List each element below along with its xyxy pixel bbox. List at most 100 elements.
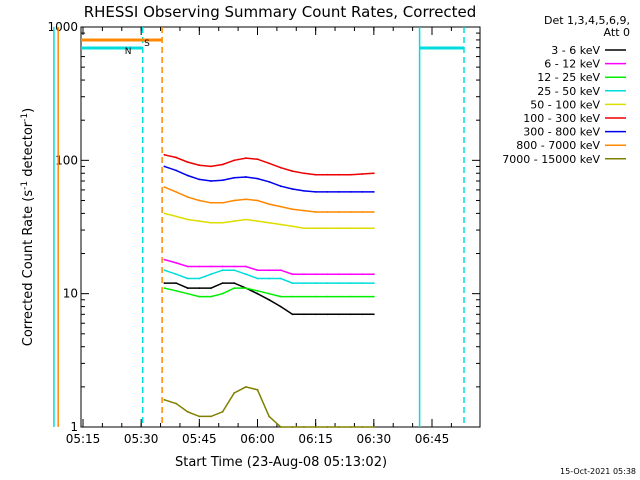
series-point: [210, 415, 212, 418]
series-point: [349, 295, 352, 298]
series-line: [164, 287, 374, 298]
series-point: [372, 191, 375, 193]
series-point: [372, 295, 375, 298]
series-point: [303, 426, 305, 428]
series-point: [210, 201, 212, 204]
series-point: [198, 277, 201, 280]
series-point: [256, 388, 259, 391]
series-line: [164, 269, 374, 284]
series-group: [163, 153, 375, 428]
y-axis-label: Corrected Count Rate (s-1 detector-1): [20, 108, 36, 346]
series-point: [233, 392, 236, 394]
series-point: [291, 225, 294, 228]
series-point: [163, 212, 166, 215]
y-tick-label: 1000: [47, 20, 78, 34]
series-point: [326, 211, 329, 213]
attenuator-markers: [53, 27, 465, 427]
series-point: [245, 273, 247, 276]
series-point: [303, 295, 305, 298]
series-point: [268, 180, 270, 183]
series-point: [210, 221, 212, 224]
series-point: [163, 269, 166, 272]
series-point: [233, 269, 236, 272]
series-point: [338, 191, 340, 193]
series-point: [221, 410, 224, 413]
series-point: [210, 287, 212, 289]
y-axis: 1 10 100 1000: [47, 20, 480, 434]
series-point: [314, 173, 317, 176]
legend-label: 50 - 100 keV: [530, 98, 600, 111]
series-point: [245, 265, 247, 268]
series-point: [361, 313, 364, 316]
series-point: [303, 273, 305, 276]
series-point: [279, 269, 282, 272]
series-point: [233, 176, 236, 179]
series-point: [279, 185, 282, 188]
series-point: [256, 292, 259, 295]
series-point: [233, 282, 236, 284]
series-point: [372, 172, 375, 175]
series-point: [361, 426, 364, 428]
series-point: [221, 179, 224, 182]
series-point: [198, 199, 201, 202]
series-point: [279, 305, 282, 308]
series-point: [175, 215, 178, 218]
y-label-exp-1: -1: [20, 181, 30, 190]
series-line: [164, 165, 374, 193]
series-point: [186, 174, 189, 177]
series-point: [372, 426, 375, 428]
series-point: [314, 191, 317, 193]
legend-label: 800 - 7000 keV: [516, 139, 600, 152]
series-point: [338, 227, 340, 230]
series-point: [291, 188, 294, 190]
series-point: [349, 173, 352, 176]
legend-label: 300 - 800 keV: [523, 126, 600, 139]
series-point: [361, 191, 364, 193]
series-point: [349, 282, 352, 284]
series-point: [256, 177, 259, 180]
series-point: [326, 313, 329, 316]
series-line: [164, 186, 374, 213]
series-point: [210, 265, 212, 268]
series-point: [279, 205, 282, 208]
series-point: [279, 166, 282, 169]
series-point: [338, 211, 340, 213]
series-point: [303, 190, 305, 192]
y-tick-label: 100: [55, 153, 78, 167]
series-point: [233, 159, 236, 162]
series-point: [268, 298, 270, 301]
chart-title: RHESSI Observing Summary Count Rates, Co…: [84, 3, 477, 21]
legend-header-2: Att 0: [604, 26, 630, 39]
series-point: [233, 199, 236, 202]
series-point: [245, 386, 247, 388]
series-point: [326, 273, 329, 276]
series-point: [303, 209, 305, 212]
series-point: [256, 277, 259, 280]
series-point: [303, 227, 305, 230]
series-point: [314, 426, 317, 428]
series-point: [221, 269, 224, 272]
x-tick-label: 06:00: [240, 432, 275, 446]
series-point: [221, 163, 224, 166]
series-point: [233, 265, 236, 268]
series-point: [163, 398, 166, 401]
series-point: [210, 165, 212, 168]
series-point: [268, 203, 270, 206]
series-point: [291, 282, 294, 284]
series-point: [268, 292, 270, 295]
series-point: [163, 186, 166, 189]
series-point: [349, 426, 352, 428]
x-axis: 05:15 05:30 05:45 06:00 06:15 06:30 06:45: [66, 27, 452, 446]
series-point: [291, 170, 294, 173]
series-point: [338, 313, 340, 316]
series-point: [326, 282, 329, 284]
series-point: [326, 191, 329, 193]
x-tick-label: 06:45: [415, 432, 450, 446]
series-point: [245, 218, 247, 221]
series-point: [256, 199, 259, 202]
series-point: [303, 313, 305, 316]
series-point: [210, 273, 212, 276]
series-point: [210, 295, 212, 298]
series-point: [245, 157, 247, 160]
series-point: [338, 173, 340, 176]
